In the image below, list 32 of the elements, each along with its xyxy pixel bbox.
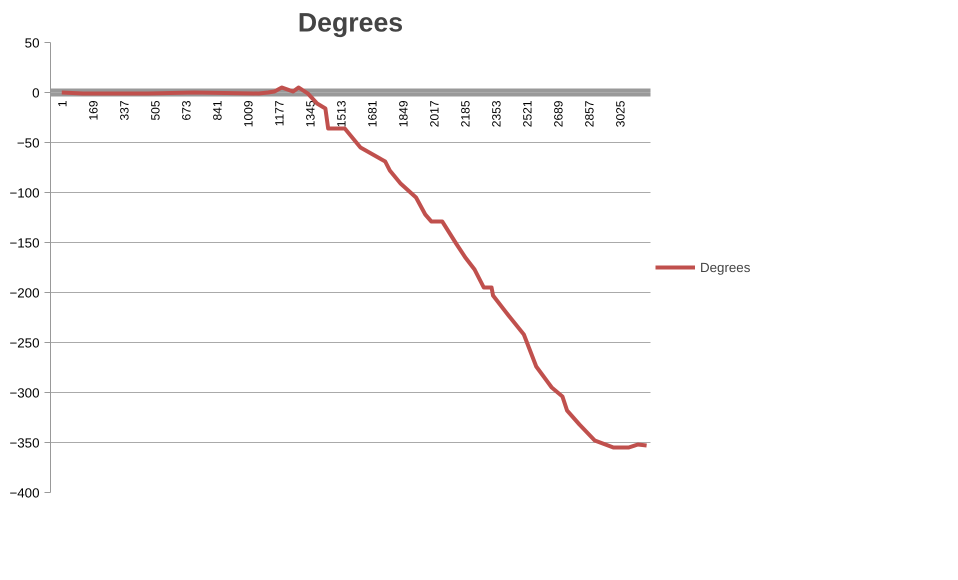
x-tick-label: 1177 — [272, 100, 286, 126]
x-tick-label: 2689 — [552, 100, 566, 128]
x-tick-label: 673 — [179, 100, 194, 121]
line-series — [60, 86, 649, 450]
x-tick-label: 1849 — [396, 100, 410, 128]
x-tick-label: 337 — [117, 100, 132, 121]
y-tick-label: −250 — [9, 336, 40, 350]
legend-label: Degrees — [700, 260, 752, 274]
chart-title: Degrees — [298, 8, 404, 38]
x-tick-label: 2521 — [520, 100, 534, 128]
x-tick-label: 505 — [148, 100, 162, 121]
x-tick-label: 1009 — [241, 100, 256, 128]
y-tick-label: 50 — [24, 36, 40, 50]
x-tick-label: 2857 — [582, 100, 597, 128]
y-tick-label: −100 — [9, 186, 40, 200]
x-tick-label: 169 — [86, 100, 100, 121]
y-tick-label: −350 — [9, 436, 40, 450]
y-tick-label: −150 — [9, 236, 40, 250]
x-tick-label: 841 — [210, 100, 224, 121]
x-tick-label: 3025 — [614, 100, 628, 128]
y-tick-label: −200 — [9, 286, 40, 300]
y-tick-label: −400 — [9, 486, 40, 500]
x-tick-label: 1345 — [303, 100, 318, 128]
x-tick-label: 1 — [55, 100, 70, 108]
x-tick-label: 2185 — [458, 100, 472, 128]
x-tick-label: 2353 — [489, 100, 504, 128]
x-tick-label: 1681 — [365, 100, 380, 128]
x-tick-label: 1513 — [334, 100, 348, 128]
y-tick-label: −300 — [9, 386, 40, 400]
y-tick-label: −50 — [16, 136, 40, 150]
x-tick-label: 2017 — [427, 100, 442, 128]
y-tick-label: 0 — [32, 86, 40, 100]
